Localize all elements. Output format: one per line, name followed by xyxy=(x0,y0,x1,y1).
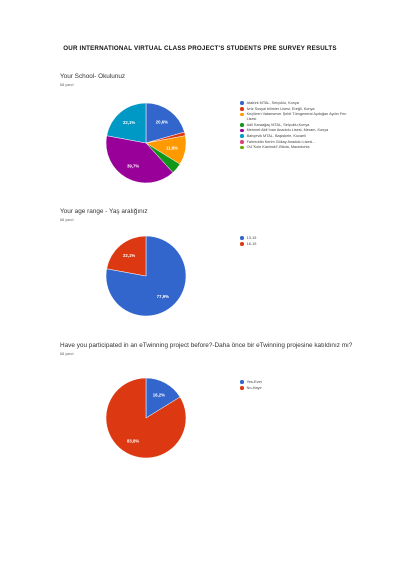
legend-item: Bahçevik MTAL, Başiskele, Kocaeli xyxy=(240,134,357,138)
question-etwinning: Have you participated in an eTwinning pr… xyxy=(60,342,360,356)
legend-item: Fahreddin Kerim Gökay Anadolu Lisesi... xyxy=(240,140,357,144)
legend-item: Adil Karaağaç MTAL, Selçuklu,Konya xyxy=(240,123,357,127)
legend-item: Keçiören Vatansever Şehit Tümgeneral Ayd… xyxy=(240,112,357,121)
slice-label: 22,1% xyxy=(123,253,135,258)
legend-label: Adil Karaağaç MTAL, Selçuklu,Konya xyxy=(246,122,310,127)
legend-swatch xyxy=(240,380,244,384)
response-count: 68 yanıt xyxy=(60,351,74,356)
question-text: Your age range - Yaş aralığınız xyxy=(60,208,148,215)
slice-label: 20,6% xyxy=(156,119,168,124)
legend-item: No-Hayır xyxy=(240,386,357,390)
legend-swatch xyxy=(240,112,244,117)
legend-item: Atatürk MTAL, Selçuklu, Konya xyxy=(240,101,357,105)
pie-slice xyxy=(105,377,187,459)
legend-swatch xyxy=(240,101,244,105)
legend-swatch xyxy=(240,107,244,111)
legend-item: OU"Kole Kaninski"-Bitola, Macedonia xyxy=(240,145,357,149)
legend-label: İvriz Sosyal bilimler Lisesi, Ereğli, Ko… xyxy=(246,106,315,111)
slice-label: 83,8% xyxy=(127,439,139,444)
legend-item: 16-19 xyxy=(240,242,357,246)
question-age: Your age range - Yaş aralığınız 68 yanıt xyxy=(60,208,360,222)
legend-label: OU"Kole Kaninski"-Bitola, Macedonia xyxy=(246,145,310,150)
legend-swatch xyxy=(240,128,244,133)
legend-swatch xyxy=(240,140,244,144)
legend-label: Atatürk MTAL, Selçuklu, Konya xyxy=(246,101,299,105)
legend-item: İvriz Sosyal bilimler Lisesi, Ereğli, Ko… xyxy=(240,107,357,111)
legend-label: Keçiören Vatansever Şehit Tümgeneral Ayd… xyxy=(246,112,347,121)
legend-etwinning: Yes-Evet No-Hayır xyxy=(240,380,357,391)
legend-label: 16-19 xyxy=(246,241,257,246)
legend-swatch xyxy=(240,134,244,138)
legend-label: Yes-Evet xyxy=(246,380,262,384)
legend-school: Atatürk MTAL, Selçuklu, Konya İvriz Sosya… xyxy=(240,101,357,151)
slice-label: 11,8% xyxy=(166,145,178,150)
question-text: Have you participated in an eTwinning pr… xyxy=(60,342,353,349)
pie-slice xyxy=(106,102,147,144)
legend-swatch xyxy=(240,242,244,246)
legend-label: Bahçevik MTAL, Başiskele, Kocaeli xyxy=(246,133,306,138)
slice-label: 22,1% xyxy=(123,120,135,125)
page-title: OUR INTERNATIONAL VIRTUAL CLASS PROJECT'… xyxy=(63,45,337,52)
pie-chart-etwinning: 16,2% 83,8% xyxy=(105,377,187,459)
legend-age: 13-15 16-19 xyxy=(240,236,357,247)
legend-label: Mehmet Akif İnan Anadolu Lisesi, Meram, … xyxy=(246,128,329,133)
legend-label: No-Hayır xyxy=(246,385,262,390)
legend-item: Mehmet Akif İnan Anadolu Lisesi, Meram, … xyxy=(240,128,357,132)
legend-swatch xyxy=(240,122,244,127)
pie-slice xyxy=(145,102,185,144)
slice-label: 16,2% xyxy=(153,392,165,397)
question-school: Your School- Okulunuz 68 yanıt xyxy=(60,73,360,87)
pie-chart-age: 77,9% 22,1% xyxy=(105,235,187,317)
response-count: 68 yanıt xyxy=(60,217,74,222)
legend-swatch xyxy=(240,145,244,150)
pie-slice xyxy=(106,235,147,277)
legend-swatch xyxy=(240,236,244,240)
response-count: 68 yanıt xyxy=(60,82,74,87)
legend-item: 13-15 xyxy=(240,236,357,240)
pie-slice xyxy=(105,135,174,184)
pie-chart-school: 20,6% 11,8% 39,7% 22,1% xyxy=(105,102,187,184)
slice-label: 39,7% xyxy=(127,164,139,169)
slice-label: 77,9% xyxy=(157,294,169,299)
question-text: Your School- Okulunuz xyxy=(60,73,126,80)
legend-label: 13-15 xyxy=(246,236,257,240)
legend-label: Fahreddin Kerim Gökay Anadolu Lisesi... xyxy=(246,139,316,144)
legend-item: Yes-Evet xyxy=(240,380,357,384)
legend-swatch xyxy=(240,386,244,390)
